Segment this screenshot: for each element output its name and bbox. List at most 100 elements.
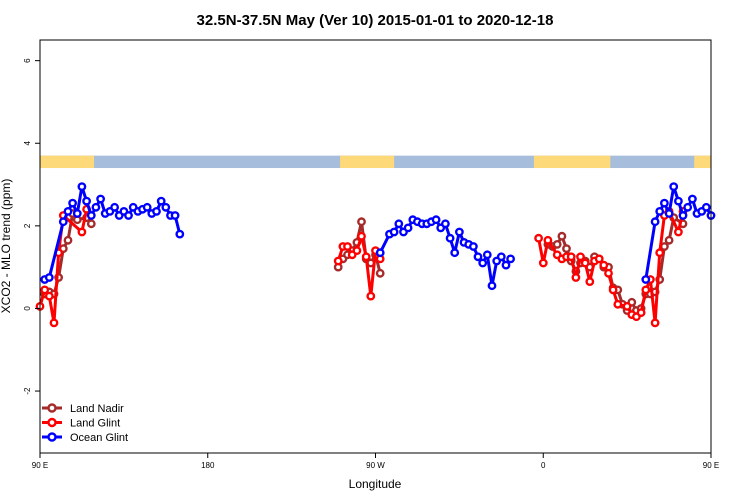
data-point xyxy=(152,206,161,216)
data-point xyxy=(608,285,618,295)
data-point xyxy=(688,194,697,204)
data-point xyxy=(655,206,665,216)
data-point xyxy=(701,202,711,212)
data-point xyxy=(543,235,553,245)
x-tick-label: 90 E xyxy=(32,461,48,470)
data-point xyxy=(72,209,82,218)
data-point xyxy=(594,254,604,264)
data-point xyxy=(622,301,632,311)
series-land-nadir xyxy=(40,209,688,315)
data-point xyxy=(641,275,651,284)
y-axis-label: XCO2 - MLO trend (ppm) xyxy=(0,179,13,314)
data-point xyxy=(375,268,385,278)
x-tick-label: 90 W xyxy=(366,461,385,470)
data-point xyxy=(683,202,693,212)
series-line xyxy=(44,185,182,281)
y-axis: -2 0 2 4 6 xyxy=(23,58,40,395)
data-point xyxy=(580,258,590,268)
data-point xyxy=(403,223,413,233)
data-point xyxy=(357,231,366,241)
data-point xyxy=(655,248,665,258)
data-point xyxy=(604,268,613,278)
legend-item: Land Glint xyxy=(42,418,120,430)
data-point xyxy=(552,239,562,249)
legend-swatch-marker xyxy=(47,432,57,442)
x-tick-label: 0 xyxy=(541,461,546,470)
data-point xyxy=(664,209,674,218)
legend-item: Ocean Glint xyxy=(42,432,128,444)
data-point xyxy=(86,211,96,220)
data-point xyxy=(394,219,404,229)
data-point xyxy=(170,211,180,220)
data-point xyxy=(361,252,371,262)
x-tick-label: 90 E xyxy=(703,461,719,470)
data-point xyxy=(77,227,87,237)
data-point xyxy=(40,285,50,295)
y-tick-label: 0 xyxy=(23,306,32,311)
data-point xyxy=(156,196,166,206)
data-point xyxy=(674,227,683,237)
data-point xyxy=(440,219,450,229)
data-point xyxy=(613,299,623,309)
data-point xyxy=(77,182,87,192)
data-point xyxy=(82,196,92,206)
land-ocean-strip xyxy=(40,155,711,169)
data-point xyxy=(431,215,441,225)
data-point xyxy=(357,217,366,227)
legend-label: Land Glint xyxy=(70,418,120,430)
legend-item: Land Nadir xyxy=(42,403,124,415)
data-point xyxy=(557,231,567,241)
data-point xyxy=(86,219,96,229)
data-point xyxy=(110,202,120,212)
series-layer xyxy=(35,182,716,328)
legend-label: Land Nadir xyxy=(70,403,124,415)
legend: Land Nadir Land Glint Ocean Glint xyxy=(42,403,128,444)
data-point xyxy=(538,258,548,268)
data-point xyxy=(478,258,488,268)
y-tick-label: 4 xyxy=(23,140,32,145)
series-land-glint xyxy=(35,204,688,328)
data-point xyxy=(63,235,73,245)
data-point xyxy=(468,242,478,251)
data-point xyxy=(175,229,185,239)
land-band xyxy=(694,155,711,169)
data-point xyxy=(44,291,54,301)
data-point xyxy=(124,211,133,220)
data-point xyxy=(585,277,595,286)
data-point xyxy=(660,198,669,208)
data-point xyxy=(96,194,106,204)
data-point xyxy=(375,248,385,258)
land-band xyxy=(40,155,95,169)
y-tick-label: -2 xyxy=(23,387,32,395)
data-point xyxy=(333,256,343,266)
data-point xyxy=(454,227,464,237)
data-point xyxy=(58,217,68,227)
data-point xyxy=(68,198,78,208)
data-point xyxy=(636,308,646,317)
data-point xyxy=(534,233,543,243)
legend-swatch-marker xyxy=(47,403,57,413)
data-point xyxy=(650,318,660,328)
data-point xyxy=(473,252,483,262)
y-tick-label: 2 xyxy=(23,223,32,228)
data-point xyxy=(641,285,651,295)
data-point xyxy=(343,242,352,251)
data-point xyxy=(161,202,171,212)
data-point xyxy=(571,273,581,282)
x-axis: 90 E 180 90 W 0 90 E xyxy=(32,453,719,470)
data-point xyxy=(599,260,609,270)
data-point xyxy=(576,252,585,262)
legend-swatch-marker xyxy=(47,417,57,428)
data-point xyxy=(562,244,571,254)
data-point xyxy=(664,235,674,245)
data-point xyxy=(91,202,101,212)
data-point xyxy=(674,196,683,206)
data-point xyxy=(63,206,73,216)
data-point xyxy=(142,202,152,212)
data-point xyxy=(44,273,54,282)
y-tick-label: 6 xyxy=(23,58,32,63)
data-point xyxy=(678,211,688,220)
data-point xyxy=(566,252,576,262)
data-point xyxy=(366,291,376,301)
